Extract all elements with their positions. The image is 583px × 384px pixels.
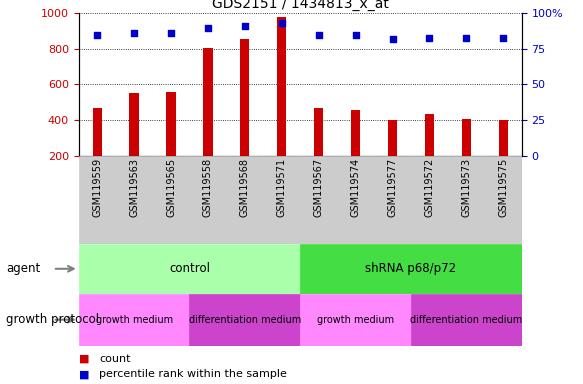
Bar (374, 156, 411, 244)
Text: ■: ■ (79, 369, 89, 379)
Point (388, 36, 397, 42)
Text: GSM119567: GSM119567 (314, 158, 324, 217)
Bar (411, 156, 448, 244)
Bar (314, 108, 324, 156)
Text: ■: ■ (79, 354, 89, 364)
Text: growth medium: growth medium (96, 314, 173, 325)
Text: GSM119558: GSM119558 (203, 158, 213, 217)
Bar (189, 294, 300, 346)
Point (240, 23, 250, 29)
Text: differentiation medium: differentiation medium (189, 314, 301, 325)
Bar (153, 156, 189, 244)
Text: GSM119559: GSM119559 (92, 158, 102, 217)
Bar (79, 244, 300, 294)
Bar (388, 120, 397, 156)
Text: GSM119573: GSM119573 (461, 158, 472, 217)
Text: growth medium: growth medium (317, 314, 394, 325)
Point (203, 25, 213, 31)
Bar (411, 294, 522, 346)
Text: GSM119574: GSM119574 (350, 158, 361, 217)
Text: GSM119565: GSM119565 (166, 158, 176, 217)
Text: percentile rank within the sample: percentile rank within the sample (99, 369, 287, 379)
Bar (425, 114, 434, 156)
Bar (240, 39, 250, 156)
Title: GDS2151 / 1434813_x_at: GDS2151 / 1434813_x_at (212, 0, 389, 11)
Bar (115, 156, 153, 244)
Bar (203, 48, 213, 156)
Bar (79, 156, 115, 244)
Bar (300, 156, 337, 244)
Point (129, 30, 139, 36)
Text: GSM119577: GSM119577 (388, 158, 398, 217)
Text: agent: agent (6, 262, 40, 275)
Bar (485, 156, 522, 244)
Point (351, 32, 360, 38)
Point (462, 35, 471, 41)
Bar (79, 294, 189, 346)
Bar (93, 108, 102, 156)
Bar (448, 156, 485, 244)
Bar (337, 156, 374, 244)
Bar (264, 156, 300, 244)
Bar (300, 244, 522, 294)
Point (277, 20, 286, 26)
Point (425, 35, 434, 41)
Bar (462, 119, 471, 156)
Bar (351, 110, 360, 156)
Text: shRNA p68/p72: shRNA p68/p72 (366, 262, 456, 275)
Text: growth protocol: growth protocol (6, 313, 99, 326)
Point (498, 35, 508, 41)
Text: GSM119575: GSM119575 (498, 158, 508, 217)
Bar (189, 156, 226, 244)
Text: GSM119572: GSM119572 (424, 158, 434, 217)
Point (314, 32, 324, 38)
Bar (166, 93, 175, 156)
Text: differentiation medium: differentiation medium (410, 314, 522, 325)
Bar (498, 120, 508, 156)
Point (93, 32, 102, 38)
Bar (129, 93, 139, 156)
Text: control: control (169, 262, 210, 275)
Bar (277, 17, 286, 156)
Bar (226, 156, 264, 244)
Text: GSM119563: GSM119563 (129, 158, 139, 217)
Text: GSM119568: GSM119568 (240, 158, 250, 217)
Text: count: count (99, 354, 131, 364)
Text: GSM119571: GSM119571 (277, 158, 287, 217)
Point (166, 30, 175, 36)
Bar (300, 294, 411, 346)
